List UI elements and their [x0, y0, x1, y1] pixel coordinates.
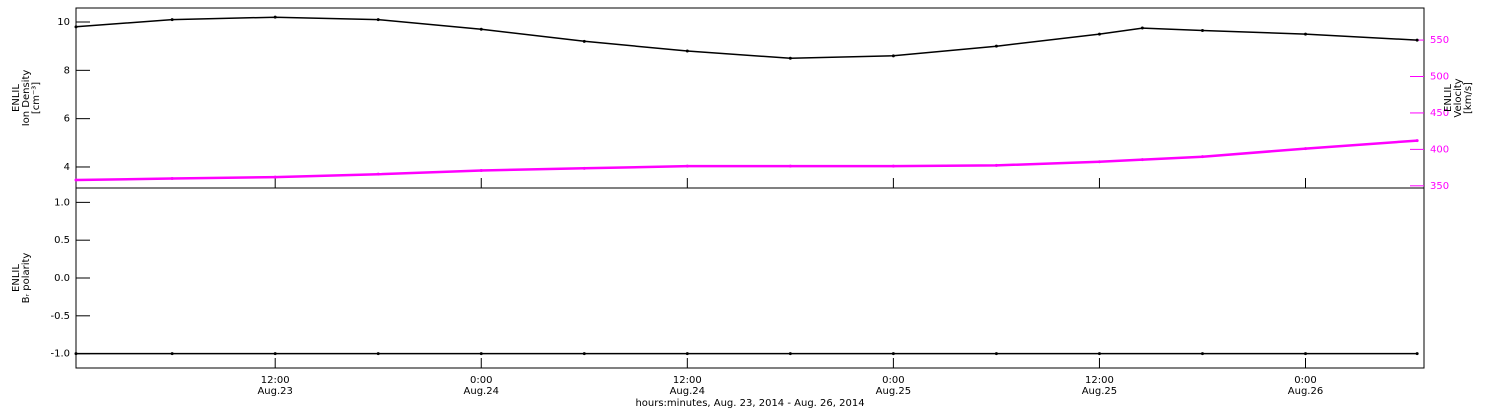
data-point — [788, 352, 792, 356]
data-point — [1140, 158, 1144, 162]
data-point — [994, 163, 998, 167]
data-point — [1097, 32, 1101, 36]
y-axis-title: ENLIL — [11, 84, 22, 112]
data-line — [75, 139, 1418, 182]
y-tick-label: 4 — [64, 162, 70, 173]
data-point — [479, 169, 483, 173]
y-tick-label: 1.0 — [54, 197, 70, 208]
data-point — [582, 39, 586, 43]
data-point — [479, 27, 483, 31]
x-tick-label: 0:00 Aug.24 — [463, 375, 499, 397]
data-point — [74, 178, 78, 182]
x-tick-label: 12:00 Aug.24 — [669, 375, 706, 397]
y2-tick-label: 550 — [1430, 35, 1449, 46]
data-point — [376, 172, 380, 176]
data-point — [685, 352, 689, 356]
data-point — [479, 352, 483, 356]
data-point — [582, 352, 586, 356]
data-point — [891, 352, 895, 356]
y-tick-label: 0.0 — [54, 273, 70, 284]
data-point — [376, 352, 380, 356]
y-axis-title: Bᵣ polarity — [21, 253, 32, 304]
plot-frame — [75, 7, 1425, 189]
data-point — [685, 164, 689, 168]
data-point — [994, 352, 998, 356]
data-point — [74, 352, 78, 356]
y-axis-title: ENLIL — [11, 264, 22, 292]
y-tick-label: 6 — [64, 114, 70, 125]
y-axis-title: Ion Density — [21, 70, 32, 127]
data-point — [170, 352, 174, 356]
x-tick-label: 12:00 Aug.25 — [1081, 375, 1118, 397]
x-tick-label: 12:00 Aug.23 — [257, 375, 293, 397]
data-point — [273, 15, 277, 19]
data-line — [75, 16, 1418, 60]
data-point — [788, 164, 792, 168]
y2-axis-title: [km/s] — [1463, 82, 1474, 114]
y-tick-label: 0.5 — [54, 235, 70, 246]
y-tick-label: 10 — [57, 17, 70, 28]
x-tick-label: 0:00 Aug.26 — [1287, 375, 1324, 397]
data-point — [1304, 352, 1308, 356]
y2-tick-label: 500 — [1430, 72, 1449, 83]
data-point — [273, 352, 277, 356]
data-point — [891, 54, 895, 58]
data-point — [685, 49, 689, 53]
x-tick-label: 0:00 Aug.25 — [875, 375, 912, 397]
x-axis-title: hours:minutes, Aug. 23, 2014 - Aug. 26, … — [635, 398, 864, 409]
data-point — [273, 175, 277, 179]
data-point — [1097, 352, 1101, 356]
data-point — [1415, 38, 1419, 42]
y-axis-title: [cm⁻³] — [31, 82, 42, 114]
data-point — [1415, 352, 1419, 356]
data-point — [1304, 32, 1308, 36]
data-point — [1200, 155, 1204, 159]
data-point — [1415, 139, 1419, 143]
y-tick-label: -1.0 — [50, 349, 70, 360]
y2-tick-label: 400 — [1430, 144, 1449, 155]
data-point — [1097, 160, 1101, 164]
y2-tick-label: 450 — [1430, 108, 1449, 119]
data-point — [1200, 352, 1204, 356]
y2-tick-label: 350 — [1430, 181, 1449, 192]
data-point — [1140, 26, 1144, 30]
data-point — [788, 56, 792, 60]
data-point — [170, 177, 174, 181]
y-tick-label: 8 — [64, 65, 70, 76]
data-point — [994, 44, 998, 48]
data-point — [1200, 28, 1204, 32]
data-point — [1304, 147, 1308, 151]
y2-axis-title: Velocity — [1453, 78, 1464, 117]
data-point — [891, 164, 895, 168]
data-point — [582, 166, 586, 170]
data-point — [74, 25, 78, 29]
plot-frame — [75, 187, 1425, 369]
y2-axis-title: ENLIL — [1443, 84, 1454, 112]
y-tick-label: -0.5 — [50, 311, 70, 322]
data-point — [376, 18, 380, 22]
data-point — [170, 18, 174, 22]
